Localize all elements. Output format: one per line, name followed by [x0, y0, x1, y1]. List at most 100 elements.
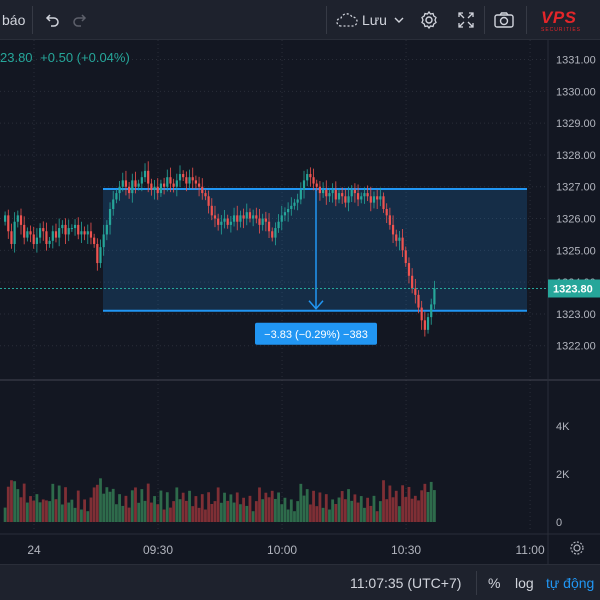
percent-scale-toggle[interactable]: % — [488, 575, 501, 591]
volume-bar — [165, 492, 169, 522]
candle-body — [194, 180, 197, 184]
candle — [105, 220, 108, 241]
cloud-save-icon[interactable] — [334, 8, 360, 32]
volume-bar — [308, 504, 312, 522]
clock-time: 11:07:35 (UTC+7) — [350, 575, 462, 591]
candle-body — [156, 186, 159, 194]
price-candles — [4, 161, 436, 337]
candle-body — [115, 193, 118, 200]
candle — [325, 180, 328, 205]
volume-bar — [401, 485, 404, 522]
volume-bar — [6, 486, 10, 522]
candle-body — [337, 193, 341, 200]
auto-scale-toggle[interactable]: tự động — [546, 575, 595, 591]
candle — [239, 210, 242, 228]
candle-body — [306, 174, 309, 181]
volume-tick-label: 4K — [556, 421, 570, 433]
candle — [134, 171, 137, 194]
volume-bar — [13, 481, 17, 522]
volume-bar — [86, 511, 90, 522]
volume-bar — [16, 489, 20, 522]
candle — [156, 178, 159, 200]
candle-body — [420, 307, 423, 321]
candle — [204, 189, 207, 201]
status-divider — [476, 571, 477, 595]
candle-body — [131, 180, 134, 194]
candle — [102, 224, 105, 256]
candle-body — [223, 218, 226, 222]
price-tick-label: 1329.00 — [556, 118, 596, 130]
fullscreen-icon[interactable] — [454, 8, 478, 32]
volume-bar — [10, 480, 13, 522]
candle-body — [204, 193, 207, 197]
volume-bar — [19, 497, 23, 522]
candle-body — [93, 237, 96, 244]
candle — [166, 169, 169, 192]
candle — [131, 173, 134, 203]
candle — [344, 188, 347, 208]
candle — [264, 211, 267, 232]
volume-bar — [274, 498, 277, 522]
candle — [7, 209, 10, 239]
volume-bar — [67, 502, 71, 522]
volume-bar — [378, 501, 382, 522]
candle-body — [124, 180, 128, 187]
camera-icon[interactable] — [492, 8, 516, 32]
volume-bar — [261, 499, 265, 522]
candle-body — [264, 218, 267, 222]
candle — [13, 212, 16, 253]
candle — [382, 192, 385, 213]
candle — [252, 209, 255, 227]
candle — [255, 207, 258, 224]
legend-change: +0.50 (+0.04%) — [40, 50, 130, 65]
candle — [70, 224, 73, 232]
volume-bar — [433, 490, 436, 522]
candle-body — [213, 215, 217, 219]
candle-body — [353, 189, 356, 194]
volume-bar — [156, 504, 160, 522]
settings-gear-icon[interactable] — [417, 8, 441, 32]
redo-icon[interactable] — [68, 8, 92, 32]
volume-bar — [302, 495, 306, 522]
volume-bar — [232, 502, 236, 522]
candle — [140, 171, 143, 192]
candle-body — [411, 275, 414, 289]
price-tick-label: 1322.00 — [556, 341, 596, 353]
candle — [112, 190, 115, 216]
candlestick-chart[interactable]: −3.83 (−0.29%) −383 1322.001323.001324.0… — [0, 40, 600, 564]
candle-body — [315, 183, 318, 187]
candle-body — [401, 237, 404, 251]
price-tick-label: 1323.00 — [556, 309, 596, 321]
time-tick-label: 11:00 — [516, 543, 545, 557]
price-tick-label: 1326.00 — [556, 214, 596, 226]
candle — [10, 223, 13, 249]
candle-body — [395, 234, 398, 241]
candle — [172, 178, 175, 193]
undo-icon[interactable] — [40, 8, 64, 32]
candle — [124, 170, 128, 196]
candle — [128, 181, 131, 199]
volume-bar — [340, 491, 344, 522]
candle — [267, 213, 271, 238]
volume-bar — [118, 494, 121, 522]
candle-body — [302, 180, 306, 190]
candle-body — [350, 189, 353, 197]
candle-body — [64, 224, 67, 235]
volume-bar — [153, 496, 156, 522]
volume-bar — [270, 490, 274, 522]
candle-body — [207, 196, 210, 206]
log-scale-toggle[interactable]: log — [515, 575, 534, 591]
candle — [86, 224, 89, 244]
volume-bar — [242, 497, 245, 522]
volume-bar — [105, 487, 109, 522]
volume-bar — [375, 511, 379, 522]
candle-body — [73, 224, 77, 229]
candle — [220, 215, 223, 235]
chevron-down-icon[interactable] — [390, 8, 408, 32]
volume-bar — [353, 494, 357, 522]
volume-bar — [70, 499, 74, 522]
candle-body — [54, 231, 58, 238]
volume-bar — [51, 483, 55, 522]
time-tick-label: 10:30 — [391, 543, 421, 557]
save-button[interactable]: Lưu — [362, 12, 387, 28]
